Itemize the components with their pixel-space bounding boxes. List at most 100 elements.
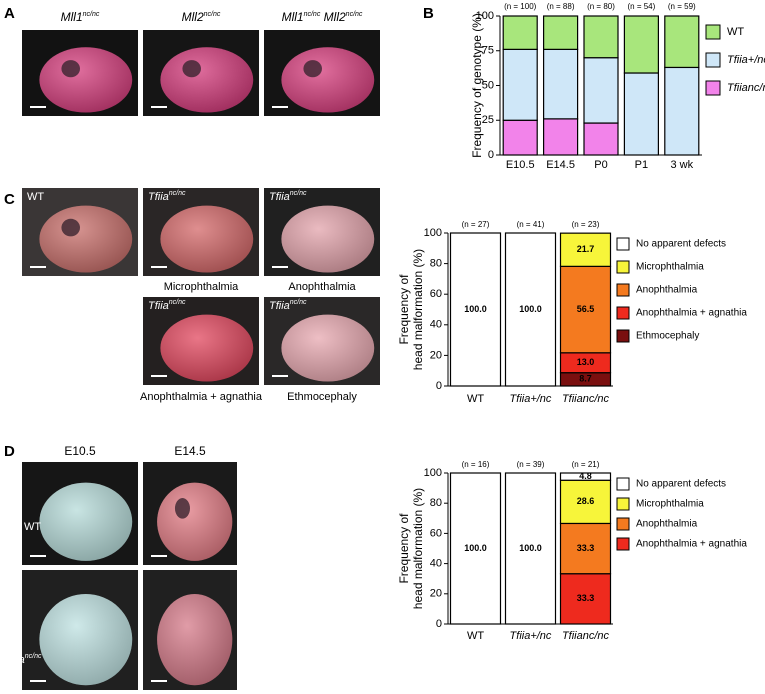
photo-label: WT <box>27 191 44 203</box>
n-label: (n = 59) <box>668 2 696 11</box>
eye <box>61 218 80 237</box>
bar-segment <box>502 119 538 156</box>
bar-segment <box>502 48 538 121</box>
x-tick-label: 3 wk <box>670 159 693 171</box>
legend-label: Anophthalmia + agnathia <box>636 539 747 550</box>
y-tick-label: 60 <box>430 527 442 539</box>
specimen-shade <box>39 482 133 561</box>
y-tick-label: 40 <box>430 558 442 570</box>
eye <box>61 60 80 78</box>
value-label: 100.0 <box>464 304 487 314</box>
legend-label: No apparent defects <box>636 479 726 490</box>
legend-label: Anophthalmia + agnathia <box>636 308 747 319</box>
specimen-shade <box>281 205 375 273</box>
bar-segment <box>559 479 612 525</box>
photo-caption: Microphthalmia <box>164 281 239 293</box>
panel-letter: B <box>423 5 434 22</box>
photo-label: Tfiianc/nc <box>4 653 42 666</box>
photo-label: Tfiianc/nc <box>269 190 307 203</box>
legend-swatch <box>616 517 630 531</box>
y-tick-label: 100 <box>476 10 494 22</box>
bar-segment <box>623 15 660 74</box>
panel-letter: D <box>4 443 15 460</box>
x-tick-label: Tfiia+/nc <box>510 393 552 405</box>
x-tick-label: Tfiianc/nc <box>562 630 610 642</box>
y-tick-label: 0 <box>488 149 494 161</box>
n-label: (n = 39) <box>517 460 545 469</box>
label-superscript: nc/nc <box>169 190 186 197</box>
bar-segment <box>559 265 612 354</box>
y-tick-label: 40 <box>430 319 442 331</box>
y-tick-label: 75 <box>482 45 494 57</box>
legend-swatch <box>705 80 721 96</box>
n-label: (n = 41) <box>517 220 545 229</box>
panel-letter: A <box>4 5 15 22</box>
label-superscript: nc/nc <box>25 653 42 660</box>
label-text: Tfiia <box>269 300 290 312</box>
label-superscript: nc/nc <box>290 299 307 306</box>
value-label: 56.5 <box>577 304 595 314</box>
y-tick-label: 80 <box>430 258 442 270</box>
eye <box>174 498 190 519</box>
value-label: 33.3 <box>577 593 595 603</box>
legend-swatch <box>616 283 630 297</box>
specimen-shade <box>157 594 233 686</box>
n-label: (n = 80) <box>587 2 615 11</box>
bar-segment <box>504 472 557 625</box>
bar-segment <box>449 232 502 387</box>
y-tick-label: 100 <box>424 467 442 479</box>
panel-letter: C <box>4 191 15 208</box>
specimen-shade <box>39 205 133 273</box>
photo-label: Tfiianc/nc <box>148 190 186 203</box>
specimen-shade <box>39 594 133 686</box>
y-tick-label: 0 <box>436 380 442 392</box>
label-superscript: nc/nc <box>290 190 307 197</box>
photo-label: Tfiianc/nc <box>269 299 307 312</box>
photo-label: WT <box>24 521 41 533</box>
photo-caption: Anophthalmia + agnathia <box>140 391 263 403</box>
legend-swatch <box>616 260 630 274</box>
n-label: (n = 27) <box>462 220 490 229</box>
label-text: Tfiia <box>148 300 169 312</box>
y-axis-label: head malformation (%) <box>411 249 425 370</box>
y-axis-label: Frequency of genotype (%) <box>470 13 484 158</box>
value-label: 13.0 <box>577 357 595 367</box>
legend-label: Microphthalmia <box>636 262 704 273</box>
x-tick-label: E10.5 <box>506 159 535 171</box>
label-text: Mll2 <box>320 10 346 24</box>
specimen-shade <box>160 314 254 382</box>
legend-label: Ethmocephaly <box>636 331 699 342</box>
bar-segment <box>664 15 700 69</box>
y-tick-label: 25 <box>482 114 494 126</box>
photo-caption: Ethmocephaly <box>287 391 357 403</box>
x-tick-label: Tfiia+/nc <box>510 630 552 642</box>
label-text: Mll1 <box>61 10 83 24</box>
legend-label: Tfiia+/nc <box>727 54 765 66</box>
value-label: 4.8 <box>579 471 592 481</box>
specimen-shade <box>281 314 375 382</box>
label-superscript: nc/nc <box>304 11 321 18</box>
y-tick-label: 100 <box>424 227 442 239</box>
value-label: 8.7 <box>579 374 592 384</box>
label-superscript: nc/nc <box>204 11 221 18</box>
value-label: 100.0 <box>519 304 542 314</box>
eye <box>303 60 322 78</box>
n-label: (n = 100) <box>504 2 537 11</box>
x-tick-label: E14.5 <box>546 159 575 171</box>
legend-label: No apparent defects <box>636 239 726 250</box>
n-label: (n = 16) <box>462 460 490 469</box>
n-label: (n = 23) <box>572 220 600 229</box>
value-label: 100.0 <box>519 543 542 553</box>
legend-swatch <box>616 497 630 511</box>
bar-segment <box>502 15 538 50</box>
bar-segment <box>559 472 612 481</box>
bar-segment <box>559 232 612 267</box>
label-text: Tfiia <box>269 191 290 203</box>
specimen-shade <box>157 482 233 561</box>
label-text: Mll2 <box>182 10 204 24</box>
photo-label: Mll2nc/nc <box>182 10 221 24</box>
legend-label: Tfiianc/nc <box>727 82 765 94</box>
x-tick-label: Tfiianc/nc <box>562 393 610 405</box>
label-text: Tfiia <box>148 191 169 203</box>
